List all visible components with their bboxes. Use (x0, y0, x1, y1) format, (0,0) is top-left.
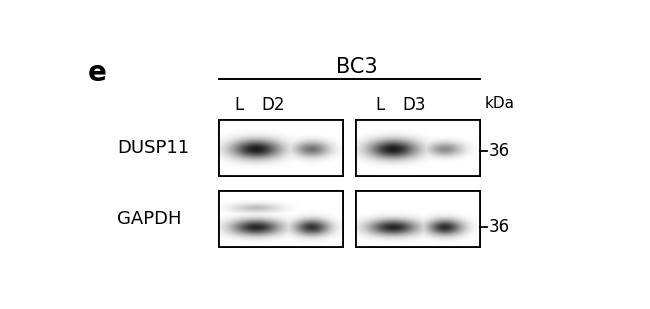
Text: DUSP11: DUSP11 (118, 139, 190, 157)
Bar (219, 120, 343, 176)
Text: BC3: BC3 (335, 57, 377, 77)
Bar (356, 120, 480, 176)
Bar (356, 120, 480, 176)
Bar (356, 191, 480, 247)
Text: kDa: kDa (484, 96, 514, 111)
Text: D2: D2 (262, 96, 285, 114)
Bar (356, 191, 480, 247)
Text: e: e (88, 59, 107, 87)
Text: GAPDH: GAPDH (118, 210, 182, 228)
Text: 36: 36 (489, 142, 510, 160)
Text: L: L (235, 96, 244, 114)
Bar (219, 120, 343, 176)
Text: L: L (375, 96, 384, 114)
Bar (219, 191, 343, 247)
Bar (219, 191, 343, 247)
Text: 36: 36 (489, 218, 510, 236)
Text: D3: D3 (403, 96, 426, 114)
